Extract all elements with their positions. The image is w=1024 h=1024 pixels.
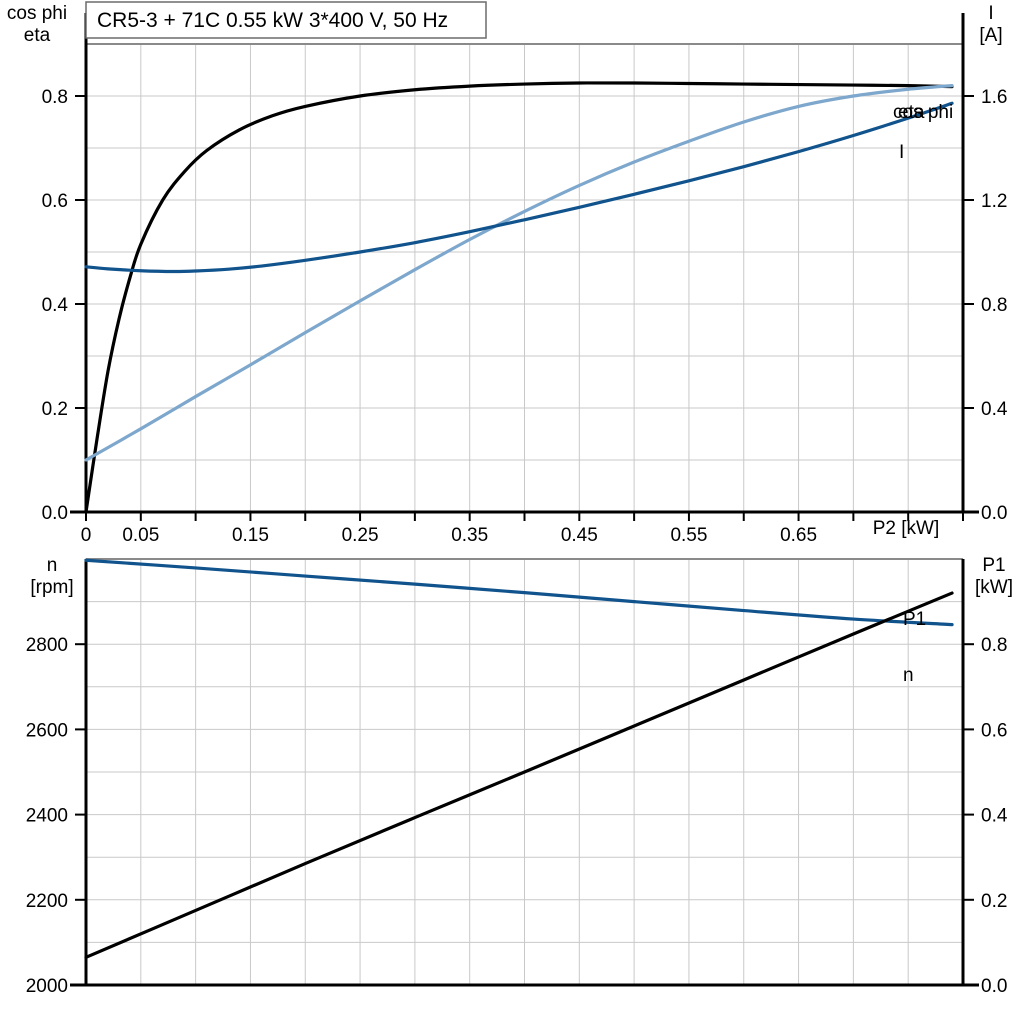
top-chart-left-axis-label-line2: eta [24, 25, 51, 46]
x-tick-label: 0.25 [342, 525, 379, 545]
x-tick-label: 0.45 [561, 525, 598, 545]
x-tick-label: 0 [81, 525, 92, 545]
chart-title: CR5-3 + 71C 0.55 kW 3*400 V, 50 Hz [97, 9, 448, 32]
y-tick-label-left: 0.8 [42, 87, 68, 108]
top-chart: 0 0.05 0.15 0.25 0.35 0.45 0.55 0.65 0.0 0.2 0.4 0.… [7, 1, 1008, 545]
y-tick-label-right: 0.8 [981, 635, 1007, 656]
y-tick-label-right: 0.2 [981, 891, 1007, 912]
curve-i [84, 101, 954, 274]
top-chart-x-axis-label: P2 [kW] [873, 518, 940, 539]
x-tick-label: 0.15 [232, 525, 269, 545]
y-tick-label-left: 2200 [26, 891, 68, 912]
bottom-chart-tick-labels: 2000 2200 2400 2600 2800 0.0 0.2 0.4 0.6 0.8 [26, 635, 1008, 997]
curve-label-speed: n [903, 665, 914, 686]
title-box [85, 1, 487, 39]
y-tick-label-left: 2000 [26, 976, 68, 997]
top-chart-gridlines [86, 44, 963, 512]
y-tick-label-right: 0.8 [981, 295, 1007, 316]
x-tick-label: 0.05 [122, 525, 159, 545]
top-chart-curves [84, 81, 954, 514]
y-tick-label-right: 0.6 [981, 720, 1007, 741]
y-tick-label-right: 0.0 [981, 976, 1007, 997]
bottom-chart-left-axis-label-line1: n [47, 555, 58, 576]
y-tick-label-left: 0.0 [42, 503, 68, 524]
curve-label-eta: eta [898, 102, 925, 123]
bottom-chart-right-axis-label-line1: P1 [982, 555, 1005, 576]
curve-label-cos-phi: cos phi [893, 102, 953, 123]
bottom-chart-right-axis-label-line2: [kW] [975, 577, 1013, 598]
y-tick-label-right: 0.4 [981, 806, 1008, 827]
top-chart-right-axis-label-line2: [A] [979, 25, 1002, 46]
x-tick-label: 0.65 [780, 525, 817, 545]
bottom-chart-ticks [75, 643, 974, 986]
y-tick-label-left: 0.6 [42, 191, 68, 212]
curve-cos-phi [84, 84, 954, 462]
top-chart-left-axis-label-line1: cos phi [7, 3, 67, 24]
y-tick-label-left: 0.4 [42, 295, 69, 316]
y-tick-label-left: 2800 [26, 635, 68, 656]
top-chart-ticks [75, 95, 974, 521]
curve-p1 [84, 591, 954, 959]
x-tick-label: 0.55 [670, 525, 707, 545]
bottom-chart: 2000 2200 2400 2600 2800 0.0 0.2 0.4 0.6 0.8 n [r… [26, 555, 1013, 997]
curve-eta [84, 81, 954, 514]
curve-n [84, 558, 954, 627]
curve-label-current: I [899, 142, 904, 163]
top-chart-right-axis-label-line1: I [988, 3, 993, 24]
top-chart-tick-labels: 0 0.05 0.15 0.25 0.35 0.45 0.55 0.65 0.0 0.2 0.4 0.… [42, 87, 1008, 545]
y-tick-label-right: 1.2 [981, 191, 1007, 212]
y-tick-label-left: 2600 [26, 720, 68, 741]
bottom-chart-left-axis-label-line2: [rpm] [30, 577, 73, 598]
y-tick-label-left: 0.2 [42, 399, 68, 420]
y-tick-label-right: 0.0 [981, 503, 1007, 524]
y-tick-label-left: 2400 [26, 806, 68, 827]
y-tick-label-right: 1.6 [981, 87, 1007, 108]
y-tick-label-right: 0.4 [981, 399, 1008, 420]
x-tick-label: 0.35 [451, 525, 488, 545]
bottom-chart-curves [84, 558, 954, 959]
curve-label-p1: P1 [903, 609, 926, 630]
